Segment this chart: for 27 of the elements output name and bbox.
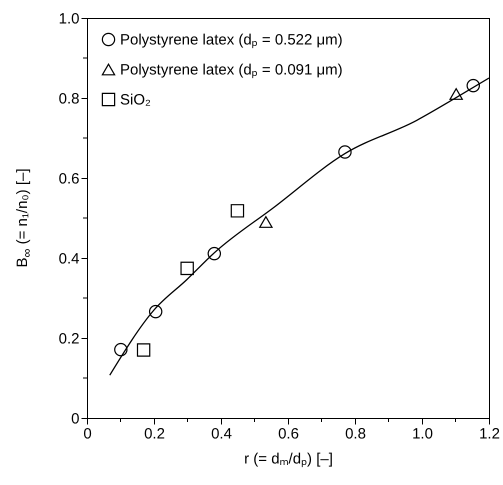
x-tick-label: 0.2	[144, 426, 165, 442]
y-tick-label: 1.0	[58, 10, 80, 28]
legend-label: Polystyrene latex (dₚ = 0.091 μm)	[120, 62, 343, 78]
x-tick-label: 0.6	[278, 426, 299, 442]
legend-label: Polystyrene latex (dₚ = 0.522 μm)	[120, 32, 343, 48]
point	[338, 145, 352, 159]
y-tick-label: 0.2	[58, 330, 80, 348]
y-tick-label: 0	[71, 410, 80, 428]
point	[148, 304, 162, 318]
y-tick-label: 0.8	[58, 90, 80, 108]
point	[180, 262, 194, 276]
point	[136, 343, 150, 357]
x-axis-title: r (= dₘ/dₚ) [–]	[244, 450, 333, 468]
x-tick-label: 1.2	[479, 426, 500, 442]
x-tick-label: 1.0	[412, 426, 433, 442]
x-tick-label: 0.8	[345, 426, 366, 442]
point	[259, 216, 273, 228]
legend-label: SiO₂	[120, 92, 152, 108]
x-tick-label: 0	[83, 426, 92, 442]
point	[449, 88, 463, 100]
x-tick-label: 0.4	[211, 426, 232, 442]
point	[466, 78, 480, 92]
point	[230, 204, 244, 218]
y-tick-label: 0.6	[58, 170, 80, 188]
point	[208, 246, 222, 260]
point	[114, 342, 128, 356]
y-tick-label: 0.4	[58, 250, 80, 268]
